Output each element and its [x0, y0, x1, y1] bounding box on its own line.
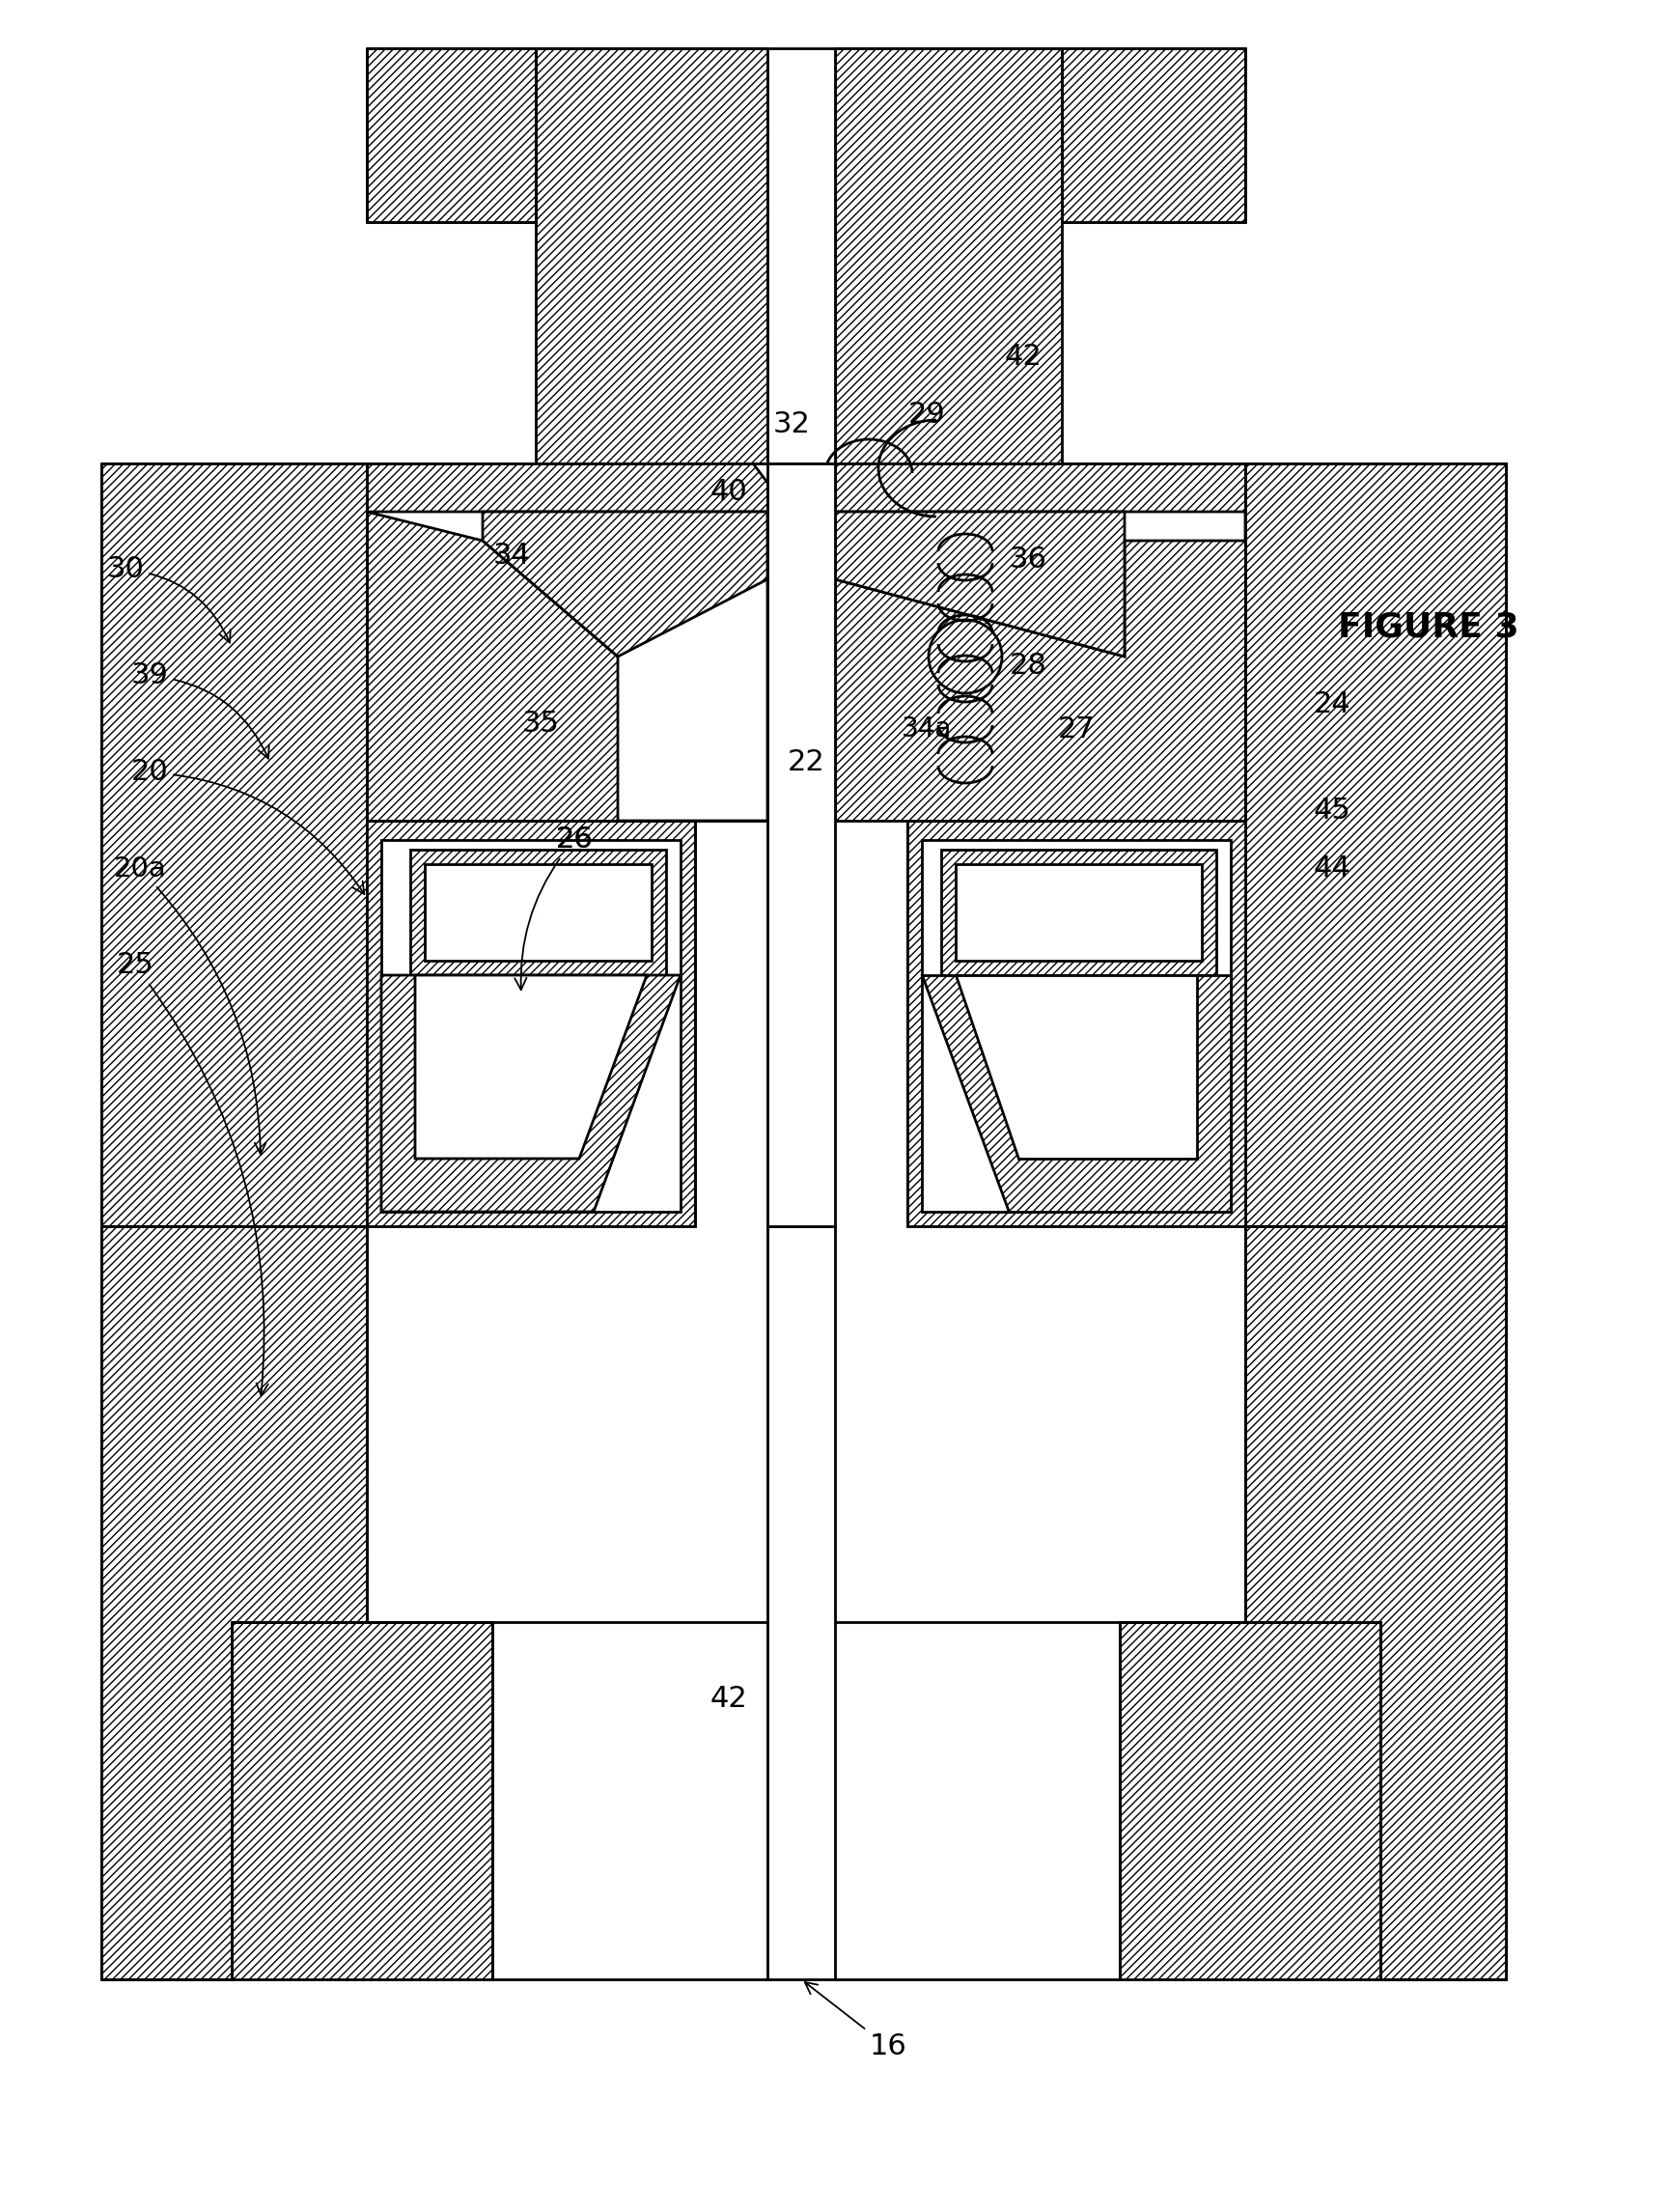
Polygon shape	[834, 465, 1245, 821]
Polygon shape	[834, 49, 1061, 465]
Polygon shape	[956, 975, 1197, 1159]
Polygon shape	[416, 975, 648, 1159]
Text: 22: 22	[788, 748, 824, 776]
Polygon shape	[102, 465, 367, 1225]
Text: 20: 20	[130, 759, 364, 894]
Text: 16: 16	[804, 1982, 906, 2062]
Text: 28: 28	[1010, 653, 1046, 681]
Text: 24: 24	[1314, 690, 1350, 719]
Polygon shape	[768, 465, 834, 1225]
Polygon shape	[102, 1225, 367, 1980]
Polygon shape	[921, 975, 1230, 1212]
Text: 26: 26	[514, 825, 592, 989]
Text: 45: 45	[1314, 796, 1350, 825]
Text: 25: 25	[117, 951, 269, 1396]
Polygon shape	[482, 511, 768, 657]
Polygon shape	[941, 849, 1217, 975]
Polygon shape	[753, 465, 834, 511]
Polygon shape	[834, 511, 1125, 657]
Polygon shape	[381, 841, 681, 1212]
Text: 32: 32	[773, 411, 811, 438]
Polygon shape	[367, 49, 536, 221]
Text: 30: 30	[107, 555, 230, 644]
Polygon shape	[768, 49, 834, 465]
Polygon shape	[424, 865, 651, 960]
Text: 42: 42	[709, 1686, 748, 1714]
Polygon shape	[367, 821, 694, 1225]
Text: 34: 34	[492, 542, 531, 568]
Polygon shape	[1120, 1621, 1380, 1980]
Polygon shape	[367, 511, 768, 821]
Polygon shape	[834, 511, 1245, 657]
Text: 27: 27	[1058, 714, 1095, 743]
Polygon shape	[232, 1621, 492, 1980]
Polygon shape	[956, 865, 1202, 960]
Text: FIGURE 3: FIGURE 3	[1339, 611, 1519, 644]
Text: 26: 26	[556, 825, 592, 854]
Polygon shape	[908, 821, 1245, 1225]
Polygon shape	[536, 49, 768, 465]
Polygon shape	[768, 1225, 834, 1980]
Text: 39: 39	[130, 661, 269, 759]
Text: 35: 35	[522, 710, 559, 739]
Polygon shape	[1245, 465, 1505, 1225]
Polygon shape	[411, 849, 666, 975]
Text: 40: 40	[709, 478, 748, 507]
Polygon shape	[1245, 1225, 1505, 1980]
Polygon shape	[921, 841, 1230, 1212]
Text: 42: 42	[1005, 343, 1041, 372]
Text: 36: 36	[1010, 546, 1046, 573]
Text: 20a: 20a	[113, 856, 265, 1155]
Text: 34a: 34a	[901, 714, 951, 743]
Text: 44: 44	[1314, 856, 1350, 883]
Polygon shape	[1061, 49, 1245, 221]
Text: 29: 29	[908, 400, 945, 429]
Polygon shape	[381, 975, 681, 1212]
Polygon shape	[367, 465, 768, 821]
